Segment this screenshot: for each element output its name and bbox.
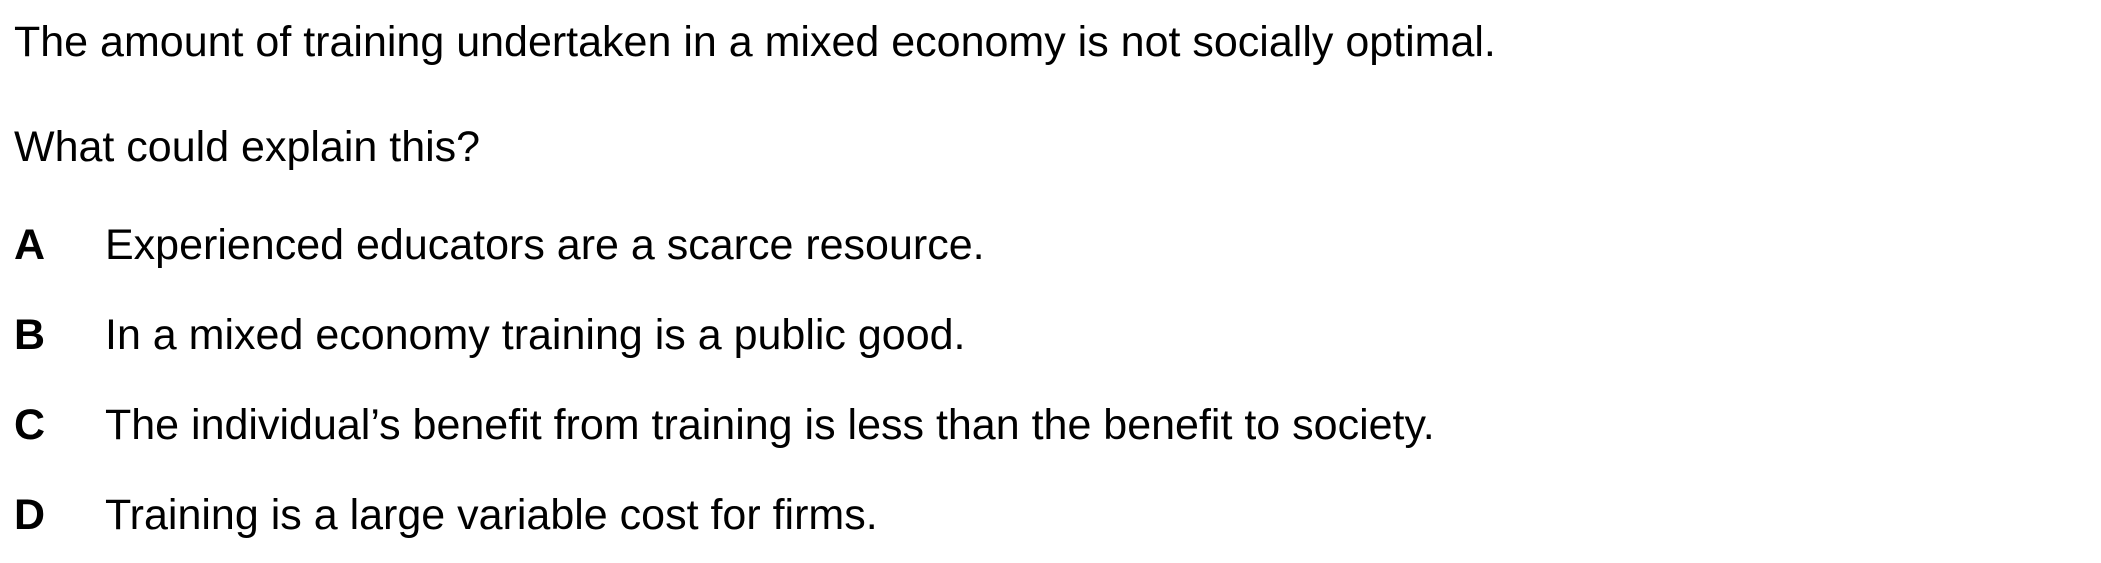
option-letter: C [14,401,46,449]
option-text: Training is a large variable cost for fi… [105,491,878,539]
option-text: Experienced educators are a scarce resou… [105,221,985,269]
option-text: In a mixed economy training is a public … [105,311,966,359]
question-prompt: What could explain this? [14,123,481,171]
option-text: The individual’s benefit from training i… [105,401,1435,449]
option-letter: D [14,491,46,539]
question-stem: The amount of training undertaken in a m… [14,18,1496,66]
option-letter: A [14,221,46,269]
option-letter: B [14,311,46,359]
